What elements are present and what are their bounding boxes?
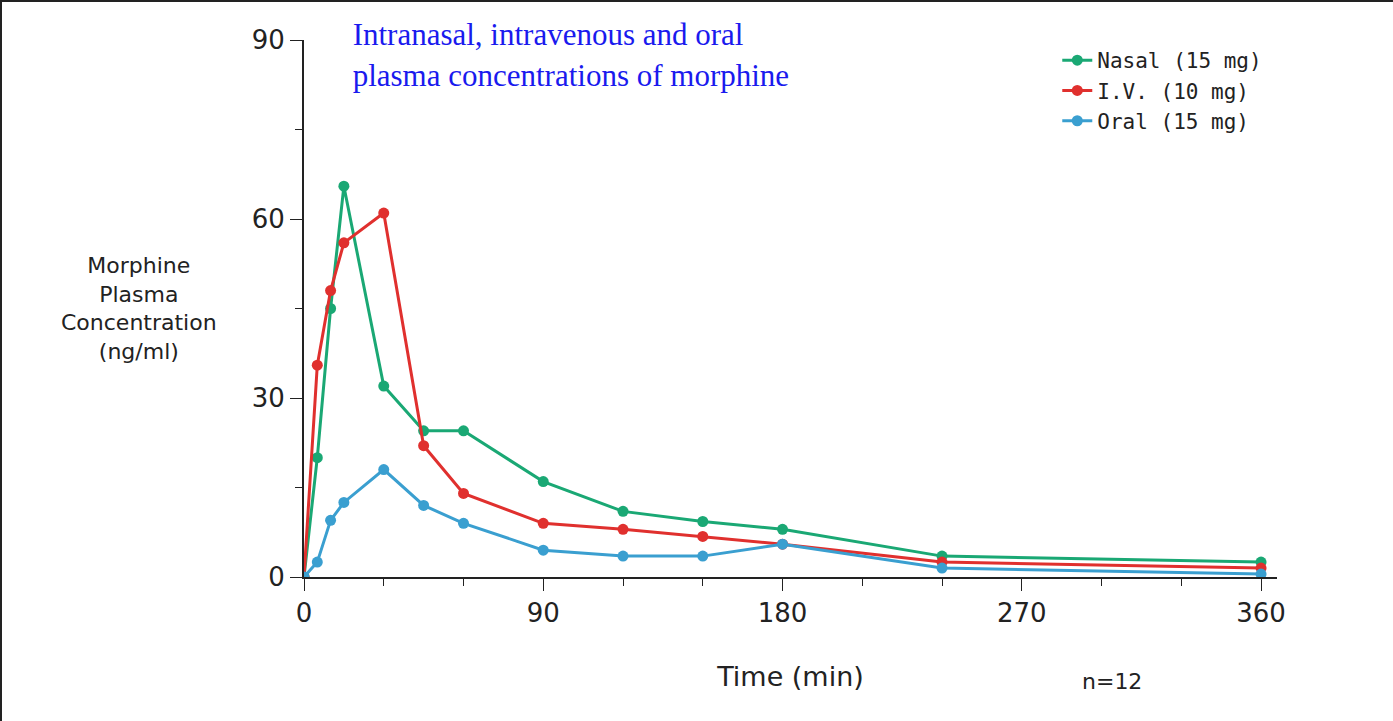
svg-text:360: 360 (1236, 598, 1286, 628)
svg-text:Nasal (15 mg): Nasal (15 mg) (1097, 49, 1261, 73)
svg-text:0: 0 (296, 598, 313, 628)
svg-text:270: 270 (997, 598, 1047, 628)
svg-text:90: 90 (527, 598, 560, 628)
svg-text:180: 180 (758, 598, 808, 628)
svg-text:60: 60 (252, 204, 285, 234)
svg-text:Time (min): Time (min) (716, 661, 864, 692)
svg-text:MorphinePlasmaConcentration(ng: MorphinePlasmaConcentration(ng/ml) (61, 253, 217, 364)
svg-text:n=12: n=12 (1082, 669, 1142, 694)
svg-text:0: 0 (268, 562, 285, 592)
svg-text:Intranasal, intravenous and or: Intranasal, intravenous and oralplasma c… (353, 17, 789, 92)
svg-text:Oral (15 mg): Oral (15 mg) (1097, 110, 1249, 134)
svg-text:I.V. (10 mg): I.V. (10 mg) (1097, 80, 1249, 104)
svg-text:90: 90 (252, 25, 285, 55)
svg-text:30: 30 (252, 383, 285, 413)
